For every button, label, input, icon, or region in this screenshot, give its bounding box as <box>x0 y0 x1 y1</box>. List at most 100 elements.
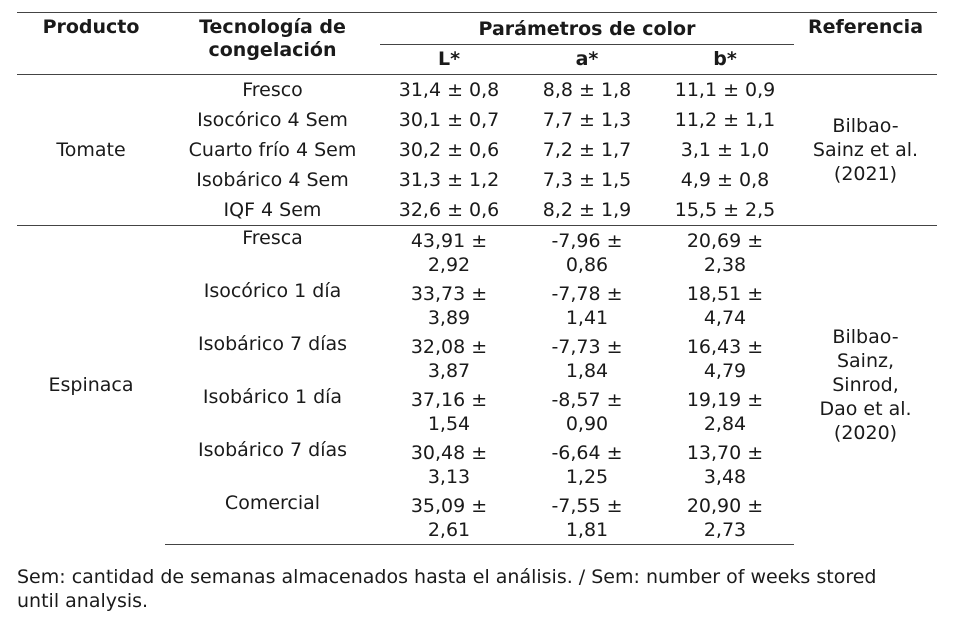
b-cell: 3,1 ± 1,0 <box>680 139 770 161</box>
header-parametros: Parámetros de color <box>380 12 794 45</box>
a-value-line: 1,81 <box>565 518 609 541</box>
a-value-line: 1,25 <box>565 465 609 488</box>
L-cell: 30,2 ± 0,6 <box>398 139 500 161</box>
L-value-line: 3,87 <box>427 359 471 382</box>
tech-cell: Cuarto frío 4 Sem <box>188 139 357 161</box>
b-cell: 11,2 ± 1,1 <box>674 109 776 131</box>
header-b: b* <box>656 44 794 75</box>
L-value-line: 32,08 ± <box>410 335 488 358</box>
table-row: Tomate Fresco 31,4 ± 0,8 8,8 ± 1,8 11,1 … <box>17 74 937 226</box>
L-value-line: 33,73 ± <box>410 282 488 305</box>
b-value-line: 4,74 <box>703 306 747 329</box>
a-value-line: 1,84 <box>565 359 609 382</box>
b-value-line: 3,48 <box>703 465 747 488</box>
header-L: L* <box>380 44 518 75</box>
L-cell: 31,3 ± 1,2 <box>398 169 500 191</box>
reference-line: (2020) <box>833 422 898 445</box>
header-referencia: Referencia <box>794 12 937 75</box>
a-value-line: -7,96 ± <box>551 229 623 252</box>
L-cell: 37,16 ±1,54 <box>380 385 518 438</box>
b-cell: 4,9 ± 0,8 <box>680 169 770 191</box>
L-cell: 35,09 ±2,61 <box>380 491 518 545</box>
b-value-line: 4,79 <box>703 359 747 382</box>
reference-line: Sainz, <box>836 350 895 373</box>
L-value-line: 37,16 ± <box>410 388 488 411</box>
color-parameters-table: Producto Tecnología de congelación Parám… <box>17 12 937 545</box>
b-value-line: 20,90 ± <box>686 494 764 517</box>
b-value-line: 13,70 ± <box>686 441 764 464</box>
L-value-line: 2,92 <box>427 253 471 276</box>
L-value-line: 30,48 ± <box>410 441 488 464</box>
tech-cell: Comercial <box>165 491 380 545</box>
table-row: Isobárico 7 días 30,48 ±3,13 -6,64 ±1,25… <box>17 438 937 491</box>
tech-cell: Isobárico 7 días <box>197 333 348 355</box>
table-row: Cuarto frío 4 Sem 30,2 ± 0,6 7,2 ± 1,7 3… <box>17 135 937 165</box>
L-cell: 30,48 ±3,13 <box>380 438 518 491</box>
table-row: Isocórico 1 día 33,73 ±3,89 -7,78 ±1,41 … <box>17 279 937 332</box>
footnote-line2: until analysis. <box>17 590 149 612</box>
a-value-line: 0,90 <box>565 412 609 435</box>
reference-tomate: Bilbao- Sainz et al. (2021) <box>794 74 937 226</box>
b-cell: 20,90 ±2,73 <box>656 491 794 545</box>
b-value-line: 2,73 <box>703 518 747 541</box>
a-cell: 7,3 ± 1,5 <box>542 169 632 191</box>
tech-cell: Isobárico 4 Sem <box>196 169 349 191</box>
reference-line: Sainz et al. <box>812 139 919 161</box>
a-cell: 7,7 ± 1,3 <box>542 109 632 131</box>
a-cell: -7,78 ±1,41 <box>518 279 656 332</box>
reference-espinaca: Bilbao- Sainz, Sinrod, Dao et al. (2020) <box>794 225 937 545</box>
a-value-line: -6,64 ± <box>551 441 623 464</box>
a-value-line: -8,57 ± <box>551 388 623 411</box>
b-cell: 13,70 ±3,48 <box>656 438 794 491</box>
header-tecnologia: Tecnología de congelación <box>165 12 380 75</box>
a-value-line: 1,41 <box>565 306 609 329</box>
L-value-line: 35,09 ± <box>410 494 488 517</box>
L-value-line: 1,54 <box>427 412 471 435</box>
header-producto: Producto <box>17 12 165 75</box>
a-cell: 8,8 ± 1,8 <box>518 74 656 105</box>
header-a: a* <box>518 44 656 75</box>
table-row: Espinaca Fresca 43,91 ±2,92 -7,96 ±0,86 … <box>17 225 937 545</box>
b-value-line: 18,51 ± <box>686 282 764 305</box>
tech-cell: Isobárico 7 días <box>197 439 348 461</box>
reference-line: Sinrod, <box>832 374 899 397</box>
table-row: IQF 4 Sem 32,6 ± 0,6 8,2 ± 1,9 15,5 ± 2,… <box>17 195 937 226</box>
reference-line: Bilbao- <box>832 115 899 137</box>
header-tecnologia-line1: Tecnología de <box>199 16 346 38</box>
b-cell: 18,51 ±4,74 <box>656 279 794 332</box>
a-value-line: 0,86 <box>565 253 609 276</box>
tech-cell: Fresca <box>165 225 380 279</box>
L-cell: 32,6 ± 0,6 <box>398 199 500 221</box>
table-row: Isobárico 7 días 32,08 ±3,87 -7,73 ±1,84… <box>17 332 937 385</box>
b-cell: 19,19 ±2,84 <box>656 385 794 438</box>
b-value-line: 20,69 ± <box>686 229 764 252</box>
tech-cell: IQF 4 Sem <box>223 199 322 221</box>
a-cell: -7,55 ±1,81 <box>518 491 656 545</box>
header-row-1: Producto Tecnología de congelación Parám… <box>17 12 937 75</box>
a-cell: -7,73 ±1,84 <box>518 332 656 385</box>
L-cell: 33,73 ±3,89 <box>380 279 518 332</box>
L-cell: 43,91 ±2,92 <box>380 225 518 279</box>
product-tomate: Tomate <box>17 74 165 226</box>
L-value-line: 43,91 ± <box>410 229 488 252</box>
a-value-line: -7,55 ± <box>551 494 623 517</box>
reference-line: (2021) <box>833 163 898 185</box>
a-cell: -7,96 ±0,86 <box>518 225 656 279</box>
reference-line: Bilbao- <box>832 326 899 349</box>
a-cell: 8,2 ± 1,9 <box>542 199 632 221</box>
reference-line: Dao et al. <box>819 398 912 421</box>
L-cell: 31,4 ± 0,8 <box>380 74 518 105</box>
L-cell: 30,1 ± 0,7 <box>398 109 500 131</box>
L-value-line: 2,61 <box>427 518 471 541</box>
b-cell: 11,1 ± 0,9 <box>656 74 794 105</box>
tech-cell: Isocórico 4 Sem <box>197 109 348 131</box>
header-row-2: L* a* b* <box>17 44 937 75</box>
table-footnote: Sem: cantidad de semanas almacenados has… <box>17 565 952 613</box>
a-cell: -6,64 ±1,25 <box>518 438 656 491</box>
tech-cell: Fresco <box>165 74 380 105</box>
b-value-line: 2,84 <box>703 412 747 435</box>
b-value-line: 2,38 <box>703 253 747 276</box>
b-value-line: 19,19 ± <box>686 388 764 411</box>
footnote-line1: Sem: cantidad de semanas almacenados has… <box>17 566 877 588</box>
